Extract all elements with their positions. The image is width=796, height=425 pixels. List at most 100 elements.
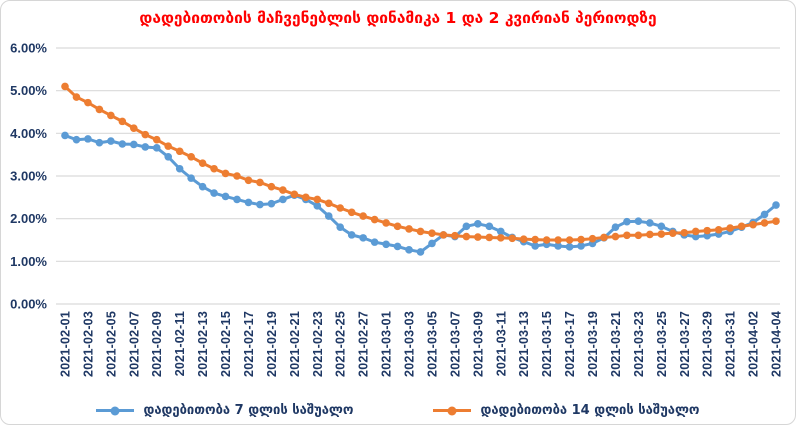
data-point — [634, 231, 643, 240]
data-point — [393, 242, 402, 251]
data-point — [279, 186, 287, 194]
data-point — [382, 240, 390, 249]
x-axis-tick-label: 2021-02-05 — [104, 311, 118, 377]
data-point — [324, 212, 333, 220]
line-chart-plot-area: 0.00% 1.00% 2.00% 3.00% 4.00% 5.00% 6.00% 2021-… — [10, 41, 783, 377]
y-axis-tick-label: 3.00% — [10, 169, 47, 184]
data-point — [462, 232, 471, 241]
data-point — [210, 189, 218, 197]
data-point — [623, 231, 631, 240]
data-point — [244, 198, 253, 207]
data-point — [382, 219, 390, 227]
data-point — [703, 226, 711, 235]
series-line-1 — [63, 84, 778, 242]
x-axis-tick-label: 2021-03-11 — [494, 311, 508, 376]
data-point — [726, 224, 734, 232]
y-axis-tick-label: 5.00% — [10, 83, 47, 98]
x-axis-tick-label: 2021-02-15 — [219, 311, 233, 377]
x-axis-tick-label: 2021-03-19 — [586, 311, 600, 377]
y-axis-tick-label: 2.00% — [10, 211, 47, 226]
x-axis-tick-label: 2021-02-07 — [127, 311, 141, 377]
data-point — [347, 231, 356, 239]
data-point — [749, 220, 757, 229]
data-point — [474, 233, 482, 241]
data-point — [198, 159, 207, 167]
x-axis-tick-label: 2021-02-19 — [265, 311, 279, 377]
y-axis-tick-label: 1.00% — [10, 254, 47, 269]
data-point — [370, 215, 379, 224]
data-point — [279, 195, 287, 204]
data-point — [737, 222, 746, 231]
data-point — [84, 135, 92, 143]
data-point — [623, 217, 631, 226]
data-point — [496, 234, 505, 242]
data-point — [611, 223, 620, 231]
data-point — [485, 233, 494, 242]
x-axis-tick-label: 2021-03-01 — [380, 311, 394, 377]
x-axis-tick-label: 2021-02-13 — [196, 311, 210, 377]
data-point — [416, 227, 425, 236]
data-point — [95, 105, 104, 114]
data-point — [244, 176, 253, 185]
legend-dot-14day-icon — [447, 406, 457, 415]
y-axis-tick-label: 4.00% — [10, 126, 47, 141]
data-point — [668, 229, 677, 237]
x-axis-tick-label: 2021-02-03 — [81, 311, 95, 377]
data-point — [657, 230, 666, 238]
data-point — [130, 124, 138, 133]
data-point — [336, 204, 345, 212]
data-point — [324, 199, 333, 208]
data-point — [313, 195, 322, 204]
x-axis-tick-label: 2021-03-05 — [425, 311, 439, 377]
data-point — [336, 223, 345, 231]
legend-label-7day: დადებითობა 7 დლის საშუალო — [143, 403, 354, 418]
data-point — [221, 169, 230, 178]
data-point — [72, 93, 81, 101]
data-point — [496, 227, 505, 236]
data-point — [290, 190, 299, 199]
data-point — [611, 232, 620, 241]
data-point — [187, 174, 195, 182]
x-axis-tick-label: 2021-03-13 — [517, 311, 531, 377]
data-point — [565, 236, 574, 244]
data-point — [233, 172, 241, 180]
data-point — [691, 227, 700, 236]
x-axis-tick-label: 2021-02-27 — [357, 311, 371, 377]
data-point — [256, 178, 264, 187]
data-point — [152, 135, 161, 144]
data-point — [428, 229, 436, 237]
data-point — [152, 144, 161, 152]
data-point — [393, 222, 402, 231]
x-axis-tick-label: 2021-03-31 — [724, 311, 738, 377]
data-point — [61, 131, 69, 140]
y-axis-tick-label: 0.00% — [10, 297, 47, 312]
chart-title: დადებითობის მაჩვენებლის დინამიკა 1 და 2 … — [139, 9, 657, 27]
data-point — [542, 236, 551, 244]
data-point — [714, 225, 723, 234]
data-point — [61, 82, 69, 91]
x-axis-tick-label: 2021-03-15 — [540, 311, 554, 377]
x-axis-tick-label: 2021-03-25 — [655, 311, 669, 377]
data-point — [760, 219, 769, 227]
data-point — [588, 234, 597, 243]
data-point — [198, 182, 207, 191]
data-point — [439, 231, 448, 239]
data-point — [118, 140, 127, 148]
data-point — [347, 208, 356, 217]
data-point — [95, 138, 104, 147]
x-axis-tick-label: 2021-02-11 — [173, 311, 187, 376]
data-point — [531, 235, 539, 244]
data-point — [141, 143, 150, 151]
x-axis-tick-label: 2021-02-01 — [59, 311, 73, 377]
legend-item-7day: დადებითობა 7 დლის საშუალო — [96, 403, 353, 418]
data-point — [405, 225, 413, 233]
data-point — [600, 233, 608, 242]
x-axis-tick-label: 2021-03-09 — [471, 311, 485, 377]
x-axis-tick-label: 2021-04-02 — [747, 311, 761, 377]
data-point — [359, 212, 367, 220]
x-axis-tick-label: 2021-03-27 — [678, 311, 692, 377]
x-axis-tick-label: 2021-03-29 — [701, 311, 715, 377]
data-point — [554, 242, 562, 250]
data-point — [118, 117, 127, 126]
